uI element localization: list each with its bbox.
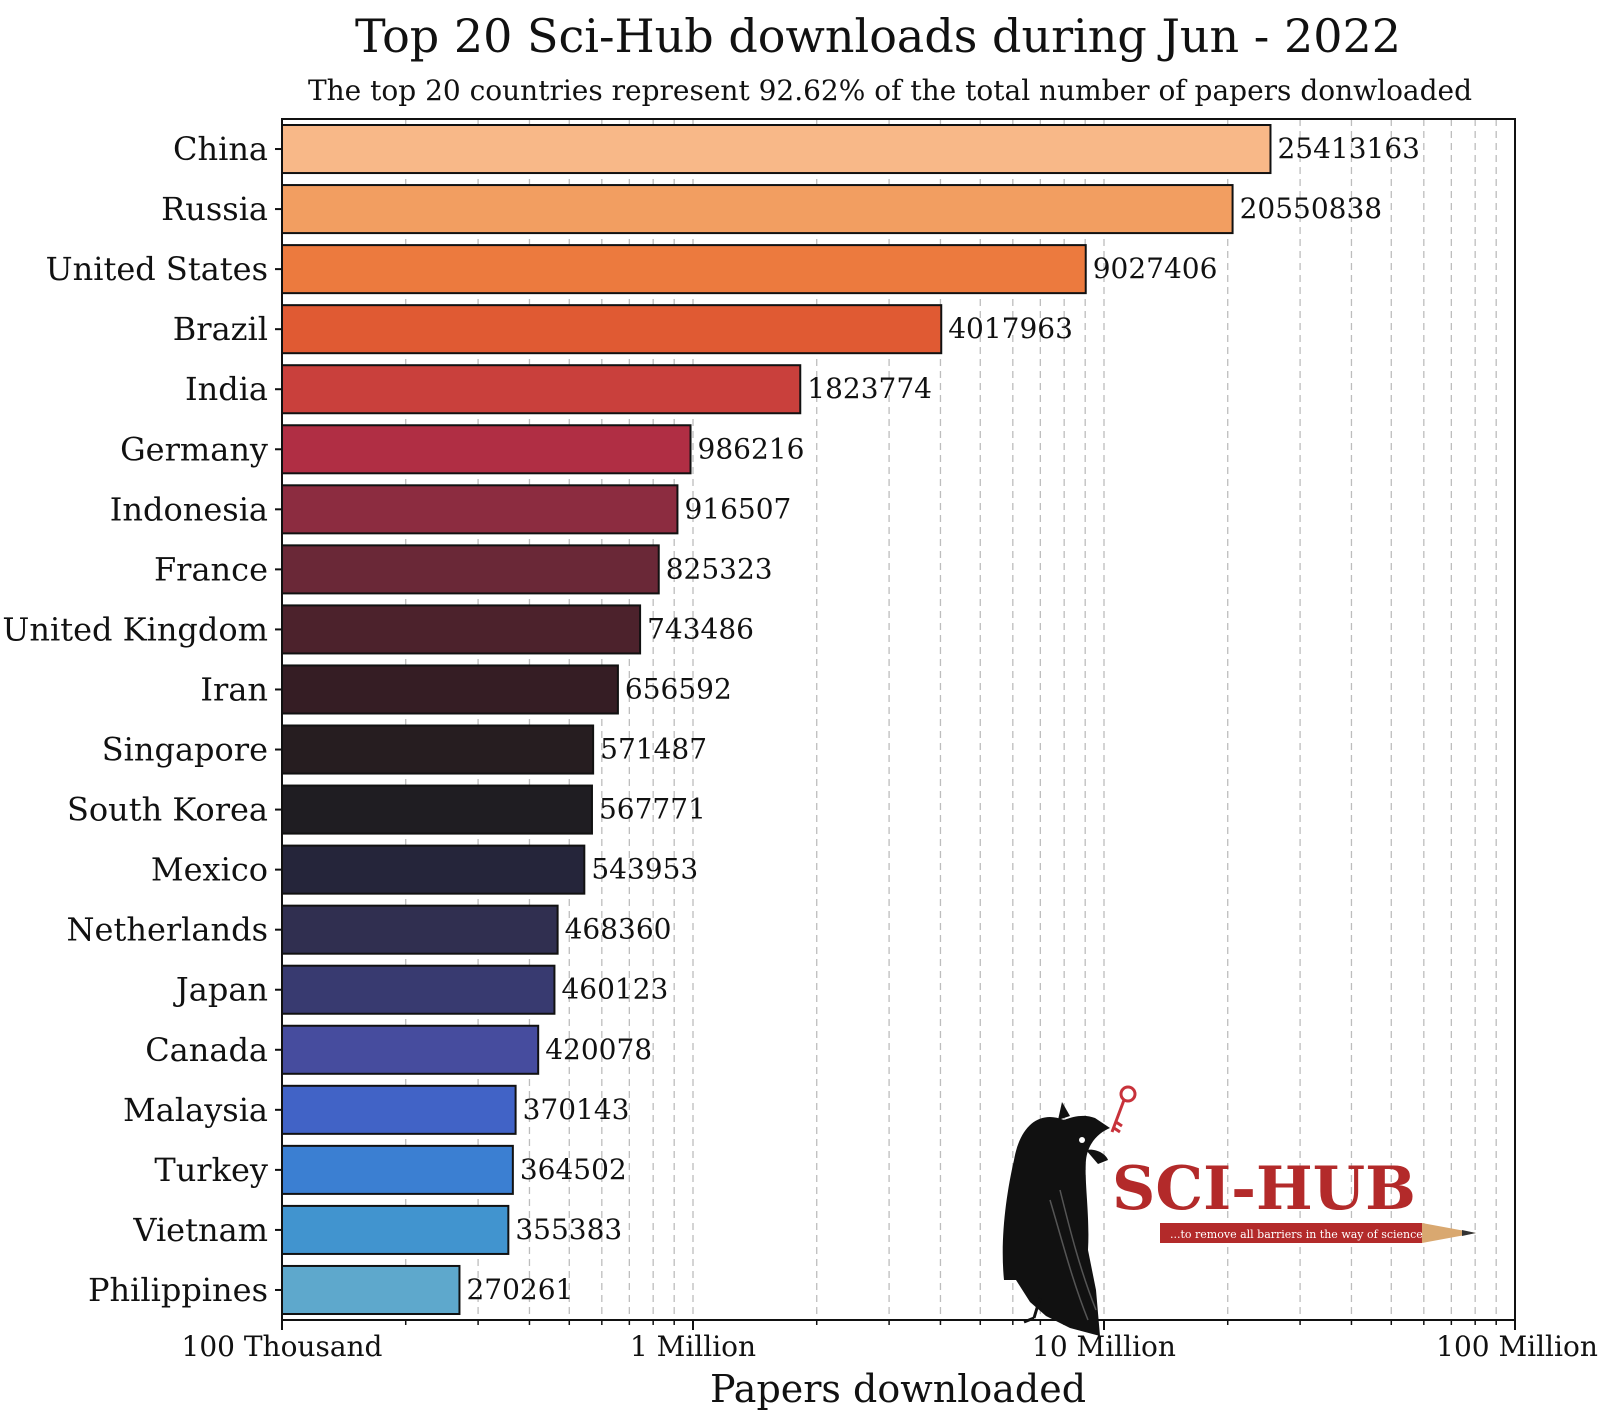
y-tick-label: Philippines bbox=[88, 1271, 268, 1309]
y-tick-label: South Korea bbox=[67, 791, 268, 829]
sci-hub-logo: SCI-HUB ...to remove all barriers in the… bbox=[1002, 1085, 1476, 1336]
y-tick-label: Vietnam bbox=[132, 1211, 268, 1249]
bar bbox=[281, 424, 692, 475]
bars: 25413163 20550838 9027406 4017963 1823774986… bbox=[281, 124, 1420, 1315]
tagline-bar bbox=[1160, 1223, 1422, 1243]
bar bbox=[281, 364, 802, 415]
bar bbox=[281, 1144, 514, 1195]
bar bbox=[281, 1264, 461, 1315]
data-label: 543953 bbox=[591, 853, 698, 886]
y-tick-label: Singapore bbox=[102, 731, 268, 769]
data-label: 567771 bbox=[599, 793, 706, 826]
sci-hub-wordmark: SCI-HUB bbox=[1112, 1154, 1416, 1224]
data-label: 4017963 bbox=[948, 312, 1073, 345]
bar bbox=[281, 724, 595, 775]
data-label: 270261 bbox=[466, 1273, 573, 1306]
bar bbox=[281, 124, 1272, 175]
bar bbox=[281, 244, 1087, 295]
data-label: 370143 bbox=[523, 1093, 630, 1126]
y-tick-label: United Kingdom bbox=[2, 610, 268, 648]
data-label: 468360 bbox=[565, 913, 672, 946]
raven-with-key-icon bbox=[1002, 1085, 1137, 1336]
bar bbox=[281, 184, 1234, 235]
bar bbox=[281, 1204, 510, 1255]
y-tick-label: Netherlands bbox=[67, 911, 268, 949]
y-tick-label: Malaysia bbox=[123, 1091, 268, 1129]
data-label: 355383 bbox=[515, 1213, 622, 1246]
sci-hub-tagline: ...to remove all barriers in the way of … bbox=[1170, 1228, 1423, 1241]
chart-title: Top 20 Sci-Hub downloads during Jun - 20… bbox=[355, 9, 1401, 63]
data-label: 364502 bbox=[520, 1153, 627, 1186]
data-label: 743486 bbox=[647, 612, 754, 645]
bar bbox=[281, 964, 556, 1015]
y-tick-label: France bbox=[154, 550, 268, 588]
y-tick-label: Canada bbox=[145, 1031, 268, 1069]
y-tick-label: Germany bbox=[120, 430, 268, 468]
x-tick-label: 10 Million bbox=[1032, 1330, 1176, 1363]
data-label: 25413163 bbox=[1277, 132, 1420, 165]
data-label: 420078 bbox=[545, 1033, 652, 1066]
bar bbox=[281, 304, 943, 355]
plot-frame bbox=[281, 118, 1516, 1321]
bar bbox=[281, 784, 593, 835]
bar bbox=[281, 1024, 540, 1075]
y-tick-label: Russia bbox=[161, 190, 268, 228]
bar bbox=[281, 904, 559, 955]
data-label: 1823774 bbox=[807, 372, 932, 405]
data-label: 656592 bbox=[625, 672, 732, 705]
x-tick-label: 1 Million bbox=[630, 1330, 756, 1363]
y-tick-label: Mexico bbox=[151, 851, 268, 889]
data-label: 460123 bbox=[561, 973, 668, 1006]
axes: 100 Thousand 1 Million 10 Million 100 Milli… bbox=[2, 130, 1597, 1363]
bar bbox=[281, 844, 586, 895]
bar bbox=[281, 604, 642, 655]
data-label: 20550838 bbox=[1240, 192, 1383, 225]
pencil-tip bbox=[1422, 1223, 1476, 1243]
y-tick-label: Brazil bbox=[173, 310, 268, 348]
y-tick-label: Iran bbox=[200, 670, 268, 708]
y-tick-label: Turkey bbox=[154, 1151, 268, 1189]
bar bbox=[281, 1084, 517, 1135]
bar bbox=[281, 664, 619, 715]
y-tick-label: United States bbox=[46, 250, 268, 288]
y-tick-label: Japan bbox=[173, 971, 268, 1009]
pencil-point bbox=[1462, 1230, 1476, 1236]
data-label: 986216 bbox=[698, 432, 805, 465]
grid-lines bbox=[405, 119, 1497, 1320]
chart-subtitle: The top 20 countries represent 92.62% of… bbox=[308, 74, 1472, 107]
data-label: 916507 bbox=[684, 492, 791, 525]
y-tick-label: Indonesia bbox=[110, 490, 268, 528]
y-tick-label: China bbox=[173, 130, 268, 168]
data-label: 9027406 bbox=[1093, 252, 1218, 285]
x-tick-label: 100 Thousand bbox=[182, 1330, 383, 1363]
x-axis-label: Papers downloaded bbox=[710, 1367, 1086, 1411]
data-label: 825323 bbox=[666, 552, 773, 585]
bar bbox=[281, 484, 679, 535]
bar bbox=[281, 544, 660, 595]
y-tick-label: India bbox=[185, 370, 268, 408]
x-tick-label: 100 Million bbox=[1436, 1330, 1598, 1363]
data-label: 571487 bbox=[600, 733, 707, 766]
